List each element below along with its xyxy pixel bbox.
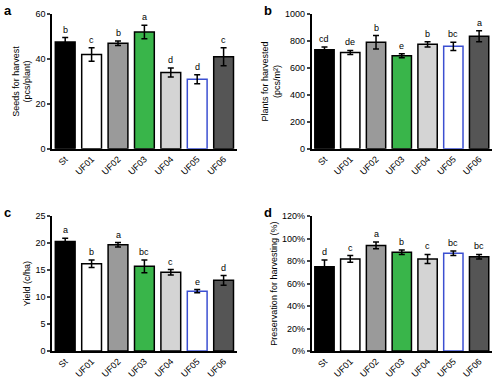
svg-text:e: e <box>195 277 200 287</box>
svg-text:b: b <box>89 247 94 257</box>
svg-text:UF04: UF04 <box>410 154 433 177</box>
svg-text:0: 0 <box>300 144 305 154</box>
svg-text:c: c <box>168 257 173 267</box>
svg-text:UF04: UF04 <box>153 357 176 380</box>
svg-text:b: b <box>63 25 68 35</box>
svg-text:d: d <box>221 263 226 273</box>
svg-text:b: b <box>116 28 121 38</box>
svg-text:UF05: UF05 <box>435 154 458 177</box>
svg-text:bc: bc <box>474 241 484 251</box>
svg-text:1000: 1000 <box>285 9 305 19</box>
svg-text:cd: cd <box>319 34 329 44</box>
svg-text:20: 20 <box>35 238 45 248</box>
svg-text:UF06: UF06 <box>461 357 484 380</box>
svg-text:UF02: UF02 <box>100 154 123 177</box>
svg-text:UF01: UF01 <box>332 154 355 177</box>
svg-text:UF06: UF06 <box>461 154 484 177</box>
svg-text:20%: 20% <box>287 324 305 334</box>
svg-text:d: d <box>168 55 173 65</box>
svg-text:UF01: UF01 <box>74 357 97 380</box>
svg-text:UF01: UF01 <box>332 357 355 380</box>
svg-text:600: 600 <box>290 63 305 73</box>
svg-text:Seeds for harvest(pcs/plant): Seeds for harvest(pcs/plant) <box>11 46 33 117</box>
svg-text:200: 200 <box>290 117 305 127</box>
svg-text:b: b <box>264 3 272 18</box>
svg-text:c: c <box>348 243 353 253</box>
svg-text:Preservation for harvesting (%: Preservation for harvesting (%) <box>269 222 279 346</box>
svg-text:0%: 0% <box>292 346 305 356</box>
svg-text:bc: bc <box>448 29 458 39</box>
svg-text:20: 20 <box>35 99 45 109</box>
svg-text:a: a <box>4 3 12 18</box>
svg-text:UF06: UF06 <box>206 357 229 380</box>
svg-text:bc: bc <box>139 247 149 257</box>
svg-text:c: c <box>4 205 11 220</box>
svg-text:b: b <box>425 29 430 39</box>
svg-text:a: a <box>477 18 482 28</box>
svg-text:10: 10 <box>35 292 45 302</box>
svg-text:UF04: UF04 <box>410 357 433 380</box>
svg-text:c: c <box>221 35 226 45</box>
svg-text:bc: bc <box>448 238 458 248</box>
svg-text:60: 60 <box>35 9 45 19</box>
svg-text:UF03: UF03 <box>126 154 149 177</box>
svg-text:25: 25 <box>35 211 45 221</box>
svg-text:UF05: UF05 <box>179 154 202 177</box>
svg-text:c: c <box>89 35 94 45</box>
svg-text:UF01: UF01 <box>74 154 97 177</box>
svg-text:Plants for harvested(pcs/m²): Plants for harvested(pcs/m²) <box>260 41 282 121</box>
svg-text:c: c <box>425 241 430 251</box>
svg-text:UF03: UF03 <box>126 357 149 380</box>
svg-text:St: St <box>57 154 70 167</box>
svg-text:80%: 80% <box>287 256 305 266</box>
svg-text:UF02: UF02 <box>358 154 381 177</box>
svg-text:UF04: UF04 <box>153 154 176 177</box>
svg-text:0: 0 <box>40 144 45 154</box>
svg-text:400: 400 <box>290 90 305 100</box>
svg-text:UF02: UF02 <box>100 357 123 380</box>
svg-text:UF05: UF05 <box>179 357 202 380</box>
svg-text:Yield (c/ha): Yield (c/ha) <box>22 261 32 306</box>
svg-text:UF05: UF05 <box>435 357 458 380</box>
svg-text:UF06: UF06 <box>206 154 229 177</box>
svg-text:40: 40 <box>35 54 45 64</box>
svg-text:UF03: UF03 <box>384 357 407 380</box>
svg-text:St: St <box>316 356 329 369</box>
svg-text:UF02: UF02 <box>358 357 381 380</box>
svg-text:a: a <box>374 229 379 239</box>
svg-text:St: St <box>57 356 70 369</box>
svg-text:b: b <box>399 237 404 247</box>
svg-text:15: 15 <box>35 265 45 275</box>
svg-text:de: de <box>345 37 355 47</box>
svg-text:d: d <box>322 247 327 257</box>
svg-text:a: a <box>63 225 68 235</box>
svg-text:60%: 60% <box>287 279 305 289</box>
svg-text:120%: 120% <box>282 211 305 221</box>
svg-text:e: e <box>399 41 404 51</box>
svg-text:d: d <box>195 62 200 72</box>
svg-text:100%: 100% <box>282 234 305 244</box>
svg-text:40%: 40% <box>287 301 305 311</box>
svg-text:d: d <box>264 205 272 220</box>
svg-text:5: 5 <box>40 319 45 329</box>
svg-text:a: a <box>116 230 121 240</box>
svg-text:a: a <box>142 12 147 22</box>
svg-text:800: 800 <box>290 36 305 46</box>
svg-text:b: b <box>374 23 379 33</box>
svg-text:UF03: UF03 <box>384 154 407 177</box>
svg-text:0: 0 <box>40 346 45 356</box>
svg-text:St: St <box>316 154 329 167</box>
